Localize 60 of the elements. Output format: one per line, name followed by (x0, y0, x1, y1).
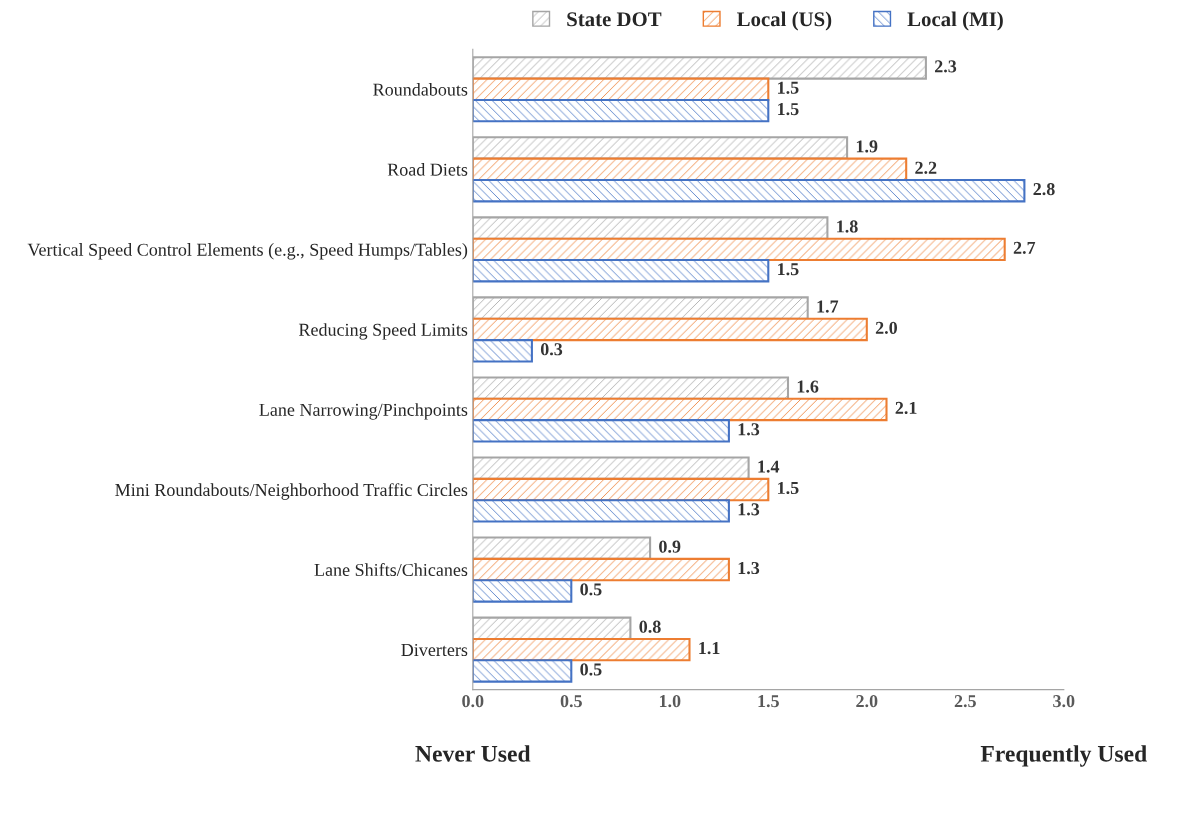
bar (472, 397, 888, 422)
y-tick-label: Vertical Speed Control Elements (e.g., Speed Humps/Tables) (27, 243, 468, 260)
legend-label: Local (MI) (907, 11, 1003, 31)
bar (472, 579, 573, 603)
data-label: 0.5 (580, 663, 602, 676)
legend-label: State DOT (567, 12, 662, 27)
data-label: 2.0 (875, 321, 898, 335)
y-tick-label: Roundabouts (373, 83, 468, 96)
x-tick-label: 1.5 (758, 695, 779, 708)
data-label: 1.5 (778, 481, 799, 495)
bar (472, 157, 908, 182)
data-label: 1.3 (738, 503, 760, 516)
data-label: 1.5 (778, 103, 799, 116)
data-label: 1.7 (817, 300, 839, 313)
data-label: 1.8 (837, 220, 858, 233)
y-tick-label: Diverters (401, 643, 468, 657)
y-tick-label: Mini Roundabouts/Neighborhood Traffic Circles (115, 483, 468, 500)
x-tick-label: 2.5 (954, 695, 976, 708)
data-label: 2.2 (915, 161, 937, 174)
bar (472, 98, 770, 123)
data-label: 1.9 (856, 140, 878, 153)
data-label: 1.5 (778, 81, 799, 94)
bar (472, 499, 730, 523)
bar (472, 317, 868, 342)
bar (472, 178, 1026, 203)
data-label: 1.3 (738, 423, 760, 436)
y-tick-label: Lane Narrowing/Pinchpoints (259, 403, 468, 420)
text: Never Used (415, 745, 531, 762)
data-label: 1.5 (778, 263, 799, 276)
data-label: 0.5 (580, 583, 602, 596)
data-label: 1.3 (738, 561, 760, 575)
y-tick-label: Reducing Speed Limits (298, 323, 468, 340)
data-label: 0.9 (659, 540, 681, 553)
data-label: 1.6 (797, 380, 819, 393)
bar (472, 259, 770, 283)
y-tick-label: Road Diets (387, 163, 468, 176)
bar (472, 637, 691, 662)
data-label: 0.8 (639, 620, 661, 633)
bar (472, 339, 533, 363)
x-tick-label: 1.0 (659, 695, 681, 708)
bar (472, 77, 770, 101)
data-label: 1.4 (758, 460, 780, 473)
bar (472, 659, 573, 683)
x-tick-label: 0.0 (462, 695, 484, 708)
text: Frequently Used (980, 745, 1147, 767)
bar (472, 237, 1006, 262)
x-tick-label: 3.0 (1053, 695, 1075, 708)
x-tick-label: 0.5 (560, 695, 582, 708)
bar (472, 557, 730, 582)
data-label: 0.3 (540, 343, 563, 356)
bar (472, 477, 770, 502)
y-tick-label: Lane Shifts/Chicanes (314, 563, 468, 577)
legend-label: Local (US) (737, 11, 832, 31)
data-label: 2.1 (895, 401, 917, 415)
bar (472, 419, 730, 443)
data-label: 2.7 (1013, 241, 1036, 254)
data-label: 2.8 (1033, 183, 1055, 196)
data-label: 1.1 (699, 642, 720, 655)
x-tick-label: 2.0 (856, 695, 878, 708)
data-label: 2.3 (934, 60, 957, 73)
